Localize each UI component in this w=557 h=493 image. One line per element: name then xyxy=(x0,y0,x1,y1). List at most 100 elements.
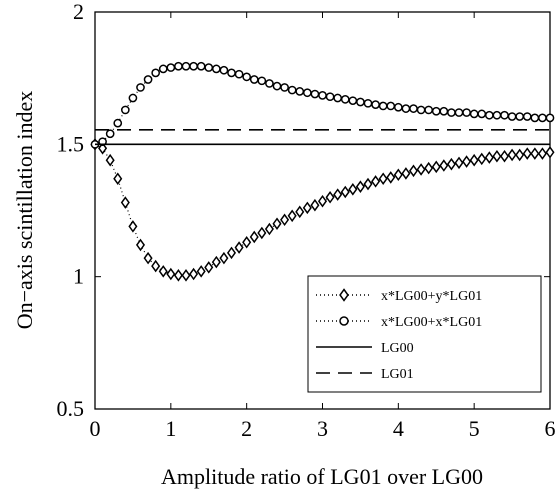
y-tick-label: 0.5 xyxy=(57,396,85,421)
data-point-circle xyxy=(196,61,206,71)
data-point-circle xyxy=(348,96,358,106)
data-point-circle xyxy=(310,89,320,99)
data-point-diamond xyxy=(196,265,206,278)
data-point-circle xyxy=(522,112,532,121)
data-point-circle xyxy=(507,112,517,121)
data-point-circle xyxy=(378,101,388,111)
legend-marker-diamond xyxy=(339,288,349,302)
data-point-diamond xyxy=(515,148,525,162)
axis-ticks: 0 1 2 3 4 5 6 0.5 1 1.5 2 xyxy=(57,0,556,441)
data-point-diamond xyxy=(204,261,214,274)
data-point-circle xyxy=(340,94,350,104)
data-point-diamond xyxy=(151,259,161,273)
data-point-circle xyxy=(136,83,145,92)
x-tick-label: 6 xyxy=(545,416,556,441)
data-point-diamond xyxy=(522,147,532,160)
x-tick-label: 0 xyxy=(90,416,101,441)
data-point-diamond xyxy=(257,226,267,240)
series-line-dotted-circle xyxy=(94,65,550,145)
data-point-circle xyxy=(530,113,540,123)
data-point-diamond xyxy=(280,213,290,227)
data-point-diamond xyxy=(287,209,297,223)
data-point-circle xyxy=(249,75,259,84)
data-point-diamond xyxy=(98,142,108,155)
data-point-circle xyxy=(325,92,335,102)
x-tick-label: 1 xyxy=(165,416,176,441)
data-point-diamond xyxy=(302,201,312,215)
data-point-diamond xyxy=(537,147,547,160)
data-point-circle xyxy=(113,118,123,128)
data-point-circle xyxy=(462,108,471,117)
data-point-diamond xyxy=(249,230,259,244)
data-point-diamond xyxy=(189,267,199,281)
data-point-circle xyxy=(174,61,183,71)
data-point-diamond xyxy=(462,155,472,168)
data-point-diamond xyxy=(424,161,434,175)
data-point-circle xyxy=(211,64,221,74)
data-point-diamond xyxy=(143,251,153,265)
data-point-circle xyxy=(500,110,509,120)
data-point-circle xyxy=(538,113,547,123)
x-tick-label: 5 xyxy=(469,416,480,441)
data-point-circle xyxy=(409,104,418,113)
data-point-circle xyxy=(484,110,494,120)
data-point-diamond xyxy=(401,167,411,180)
legend-label: x*LG00+y*LG01 xyxy=(381,289,482,304)
data-point-diamond xyxy=(310,198,320,212)
x-tick-label: 2 xyxy=(241,416,252,441)
data-point-circle xyxy=(242,72,252,82)
data-point-diamond xyxy=(469,153,479,167)
data-point-circle xyxy=(280,83,289,92)
data-point-circle xyxy=(424,105,434,115)
data-point-diamond xyxy=(325,190,335,204)
data-point-diamond xyxy=(120,196,130,209)
data-point-circle xyxy=(295,87,305,96)
data-point-circle xyxy=(143,75,153,84)
data-point-circle xyxy=(158,64,168,74)
data-point-diamond xyxy=(454,156,464,170)
data-point-circle xyxy=(318,91,327,100)
data-point-circle xyxy=(181,61,191,71)
legend-label: LG01 xyxy=(381,367,414,382)
data-point-circle xyxy=(257,76,267,86)
legend: x*LG00+y*LG01 x*LG00+x*LG01 LG00 LG01 xyxy=(307,275,542,393)
data-point-circle xyxy=(234,69,244,79)
data-point-diamond xyxy=(431,160,441,174)
legend-label: LG00 xyxy=(381,341,414,356)
data-point-diamond xyxy=(386,171,396,184)
legend-marker-circle xyxy=(339,316,349,326)
data-point-circle xyxy=(219,65,229,75)
data-point-diamond xyxy=(317,194,328,208)
x-axis-label: Amplitude ratio of LG01 over LG00 xyxy=(161,464,483,489)
series-layer xyxy=(90,61,555,282)
data-point-circle xyxy=(363,98,373,108)
data-point-circle xyxy=(204,63,214,72)
data-point-circle xyxy=(128,93,138,103)
data-point-diamond xyxy=(181,269,191,282)
data-point-circle xyxy=(401,104,411,113)
data-point-circle xyxy=(454,108,464,117)
data-point-circle xyxy=(439,106,449,116)
data-point-diamond xyxy=(340,185,350,199)
data-point-diamond xyxy=(545,145,555,159)
data-point-circle xyxy=(477,109,487,119)
data-point-diamond xyxy=(499,149,510,163)
data-point-diamond xyxy=(173,269,183,282)
data-point-circle xyxy=(333,93,343,103)
data-point-diamond xyxy=(264,222,274,236)
data-point-diamond xyxy=(371,175,381,188)
x-tick-label: 3 xyxy=(317,416,328,441)
data-point-circle xyxy=(151,68,161,78)
data-point-diamond xyxy=(355,180,365,193)
data-point-circle xyxy=(227,68,236,78)
data-point-circle xyxy=(371,100,380,109)
data-point-diamond xyxy=(242,235,252,249)
data-point-diamond xyxy=(446,157,456,171)
data-point-diamond xyxy=(158,265,168,278)
data-point-diamond xyxy=(105,153,115,167)
data-point-diamond xyxy=(530,147,540,160)
data-point-diamond xyxy=(135,238,146,252)
data-point-circle xyxy=(189,61,198,71)
y-axis-label: On−axis scintillation index xyxy=(12,91,37,330)
